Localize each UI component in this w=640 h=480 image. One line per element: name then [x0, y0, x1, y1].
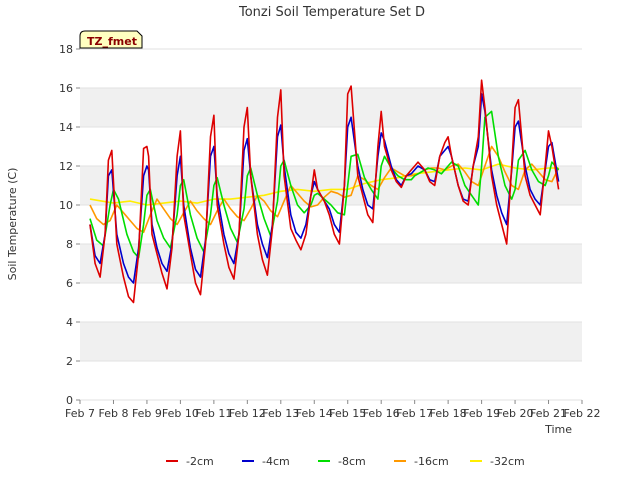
y-tick-label: 4 — [66, 316, 73, 329]
x-tick-label: Feb 13 — [262, 407, 299, 420]
legend-label: -16cm — [414, 455, 449, 468]
background-bands — [80, 48, 582, 401]
legend-label: -4cm — [262, 455, 290, 468]
y-tick-label: 0 — [66, 394, 73, 407]
y-tick-label: 14 — [59, 121, 73, 134]
x-tick-label: Feb 8 — [98, 407, 128, 420]
legend-label: -8cm — [338, 455, 366, 468]
x-tick-label: Feb 18 — [430, 407, 467, 420]
x-tick-label: Feb 21 — [530, 407, 567, 420]
series-line — [89, 79, 560, 304]
chart-title: Tonzi Soil Temperature Set D — [238, 5, 425, 20]
y-tick-label: 16 — [59, 82, 73, 95]
x-axis-label: Time — [544, 423, 572, 436]
y-tick-label: 8 — [66, 238, 73, 251]
y-tick-label: 2 — [66, 355, 73, 368]
x-tick-label: Feb 22 — [564, 407, 601, 420]
y-tick-label: 12 — [59, 160, 73, 173]
x-tick-label: Feb 16 — [363, 407, 400, 420]
legend-label: -2cm — [186, 455, 214, 468]
x-tick-label: Feb 9 — [132, 407, 162, 420]
badge-box — [79, 30, 143, 49]
badge-text: TZ_fmet — [87, 35, 137, 48]
y-tick-label: 18 — [59, 43, 73, 56]
x-tick-label: Feb 10 — [162, 407, 199, 420]
x-tick-label: Feb 15 — [329, 407, 366, 420]
legend: -2cm -4cm -8cm -16cm -32cm — [166, 455, 525, 468]
x-tick-label: Feb 7 — [65, 407, 95, 420]
grid-band — [80, 322, 582, 361]
legend-label: -32cm — [490, 455, 525, 468]
x-tick-label: Feb 17 — [396, 407, 433, 420]
x-tick-label: Feb 11 — [195, 407, 232, 420]
y-tick-label: 6 — [66, 277, 73, 290]
x-tick-label: Feb 12 — [229, 407, 266, 420]
grid-band — [80, 166, 582, 205]
series-layer — [89, 79, 560, 304]
x-tick-label: Feb 19 — [463, 407, 500, 420]
y-tick-label: 10 — [59, 199, 73, 212]
station-badge: TZ_fmet — [79, 30, 143, 49]
y-axis-ticks: 0 2 4 6 8 10 12 14 16 18 — [59, 43, 80, 407]
y-axis-label: Soil Temperature (C) — [6, 168, 19, 281]
x-tick-label: Feb 20 — [497, 407, 534, 420]
x-tick-label: Feb 14 — [296, 407, 333, 420]
grid-band — [80, 88, 582, 127]
